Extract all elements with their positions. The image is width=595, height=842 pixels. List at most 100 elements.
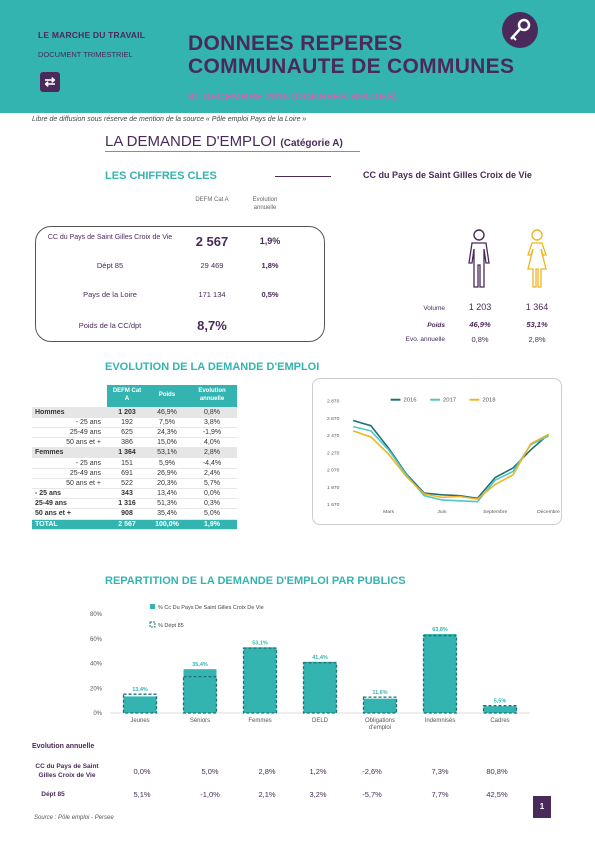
header-doc-type: DOCUMENT TRIMESTRIEL	[38, 50, 133, 59]
page-title-line2: COMMUNAUTE DE COMMUNES	[188, 55, 515, 78]
y-tick-label: 2 470	[327, 433, 340, 439]
bar	[303, 661, 337, 713]
annual-row: Dépt 85 5,1% -1,0% 2,1% 3,2% -5,7% 7,7% …	[32, 790, 552, 802]
header-left: LE MARCHE DU TRAVAIL DOCUMENT TRIMESTRIE…	[38, 30, 168, 59]
legend-label: 2017	[443, 398, 456, 404]
table-cell: 100,0%	[147, 519, 187, 530]
table-cell: 26,9%	[147, 468, 187, 479]
table-cell: 5,7%	[187, 478, 237, 490]
header-band: LE MARCHE DU TRAVAIL DOCUMENT TRIMESTRIE…	[0, 0, 595, 113]
key-figures-box	[35, 226, 325, 342]
legend-label: % Dépt 85	[158, 623, 184, 629]
kc-row-value: 8,7%	[197, 318, 227, 333]
table-header: DEFM Cat A	[107, 385, 147, 408]
table-cell: 1 364	[107, 447, 147, 459]
data-label: 13,4%	[132, 687, 148, 693]
annual-value: 2,8%	[258, 767, 276, 776]
data-label: 11,6%	[372, 690, 387, 696]
table-cell: 386	[107, 437, 147, 449]
bar	[363, 698, 397, 713]
female-person-icon	[522, 228, 552, 295]
table-cell: 522	[107, 478, 147, 490]
table-cell: - 25 ans	[32, 457, 107, 469]
annual-value: 80,8%	[486, 767, 508, 776]
main-title-text: LA DEMANDE D'EMPLOI	[105, 133, 277, 150]
title-underline	[105, 151, 360, 152]
evolution-title: EVOLUTION DE LA DEMANDE D'EMPLOI	[105, 361, 320, 373]
male-evolution: 0,8%	[471, 335, 489, 344]
table-cell: TOTAL	[32, 519, 107, 530]
gender-label: Evo. annuelle	[405, 336, 445, 343]
annual-row-label: CC du Pays de Saint Gilles Croix de Vie	[35, 763, 99, 779]
y-tick-label: 2 870	[327, 399, 340, 405]
y-tick-label: 2 070	[327, 468, 340, 474]
table-cell: 2,8%	[187, 447, 237, 459]
table-row: 25-49 ans 625 24,3% -1,9%	[32, 427, 237, 439]
y-tick-label: 1 670	[327, 502, 340, 508]
annual-row-label: Dépt 85	[41, 791, 65, 798]
x-tick-label: d'emploi	[369, 725, 391, 731]
y-tick-label: 1 870	[327, 485, 340, 491]
table-cell: 24,3%	[147, 427, 187, 439]
series-line-2017	[352, 425, 549, 503]
x-tick-label: Obligations	[365, 718, 395, 724]
table-cell: Hommes	[32, 407, 107, 418]
legend-swatch	[150, 604, 155, 609]
table-row: 50 ans et +386 15,0% 4,0%	[32, 437, 237, 449]
data-label: 63,8%	[432, 627, 448, 633]
kc-row: CC du Pays de Saint Gilles Croix de Vie …	[35, 234, 325, 249]
table-cell: 0,3%	[187, 498, 237, 510]
annual-value: 1,2%	[309, 767, 327, 776]
x-tick-label: Jeunes	[130, 718, 149, 724]
annual-value: 2,1%	[258, 790, 276, 799]
table-cell: - 25 ans	[32, 488, 107, 500]
annual-value: -2,6%	[362, 767, 382, 776]
y-tick-label: 2 270	[327, 450, 340, 456]
bar-dept-outline	[302, 662, 338, 714]
x-tick-label: DELD	[312, 718, 329, 724]
table-row: - 25 ans 343 13,4% 0,0%	[32, 488, 237, 500]
bar-dept-outline	[482, 705, 518, 714]
bar	[123, 696, 157, 713]
data-label: 5,5%	[494, 699, 507, 705]
kc-row: Dépt 85 29 469 1,8%	[35, 261, 325, 275]
kc-row-value: 2 567	[195, 234, 229, 249]
kc-row-evolution: 0,5%	[261, 290, 279, 299]
main-title-category: (Catégorie A)	[280, 138, 343, 149]
annual-value: -5,7%	[362, 790, 382, 799]
table-row: TOTAL 2 567 100,0% 1,9%	[32, 519, 237, 530]
territory-name: CC du Pays de Saint Gilles Croix de Vie	[363, 170, 532, 180]
annual-value: 7,3%	[431, 767, 449, 776]
annual-title: Evolution annuelle	[32, 743, 95, 750]
table-row: 50 ans et +908 35,4% 5,0%	[32, 508, 237, 520]
table-cell: 50 ans et +	[32, 478, 107, 490]
diffusion-notice: Libre de diffusion sous réserve de menti…	[32, 116, 307, 123]
table-cell: -1,9%	[187, 427, 237, 439]
kc-row-evolution: 1,9%	[259, 236, 281, 246]
data-label: 35,4%	[192, 662, 208, 668]
kc-row: Pays de la Loire 171 134 0,5%	[35, 290, 325, 304]
kc-row: Poids de la CC/dpt 8,7%	[35, 318, 325, 333]
series-line-2018	[352, 430, 549, 500]
y-tick-label: 80%	[90, 612, 103, 618]
table-cell: 0,8%	[187, 407, 237, 418]
annual-row: CC du Pays de Saint Gilles Croix de Vie …	[32, 762, 552, 782]
kc-row-value: 29 469	[200, 261, 224, 270]
table-cell: 151	[107, 457, 147, 469]
table-cell: 1 316	[107, 498, 147, 510]
x-tick-label: Cadres	[490, 718, 509, 724]
gender-labels: Volume Poids Evo. annuelle	[385, 305, 445, 350]
table-cell: 35,4%	[147, 508, 187, 520]
table-cell: 50 ans et +	[32, 508, 107, 520]
bar	[483, 706, 517, 713]
table-header-empty	[32, 385, 107, 408]
table-cell: 0,0%	[187, 488, 237, 500]
table-cell: -4,4%	[187, 457, 237, 469]
kc-col2-header: Evolution annuelle	[252, 197, 278, 211]
table-cell: 51,3%	[147, 498, 187, 510]
annual-value: 3,2%	[309, 790, 327, 799]
table-cell: 691	[107, 468, 147, 479]
table-header: Evolution annuelle	[187, 385, 237, 408]
series-line-2016	[352, 419, 549, 500]
table-cell: 25-49 ans	[32, 498, 107, 510]
